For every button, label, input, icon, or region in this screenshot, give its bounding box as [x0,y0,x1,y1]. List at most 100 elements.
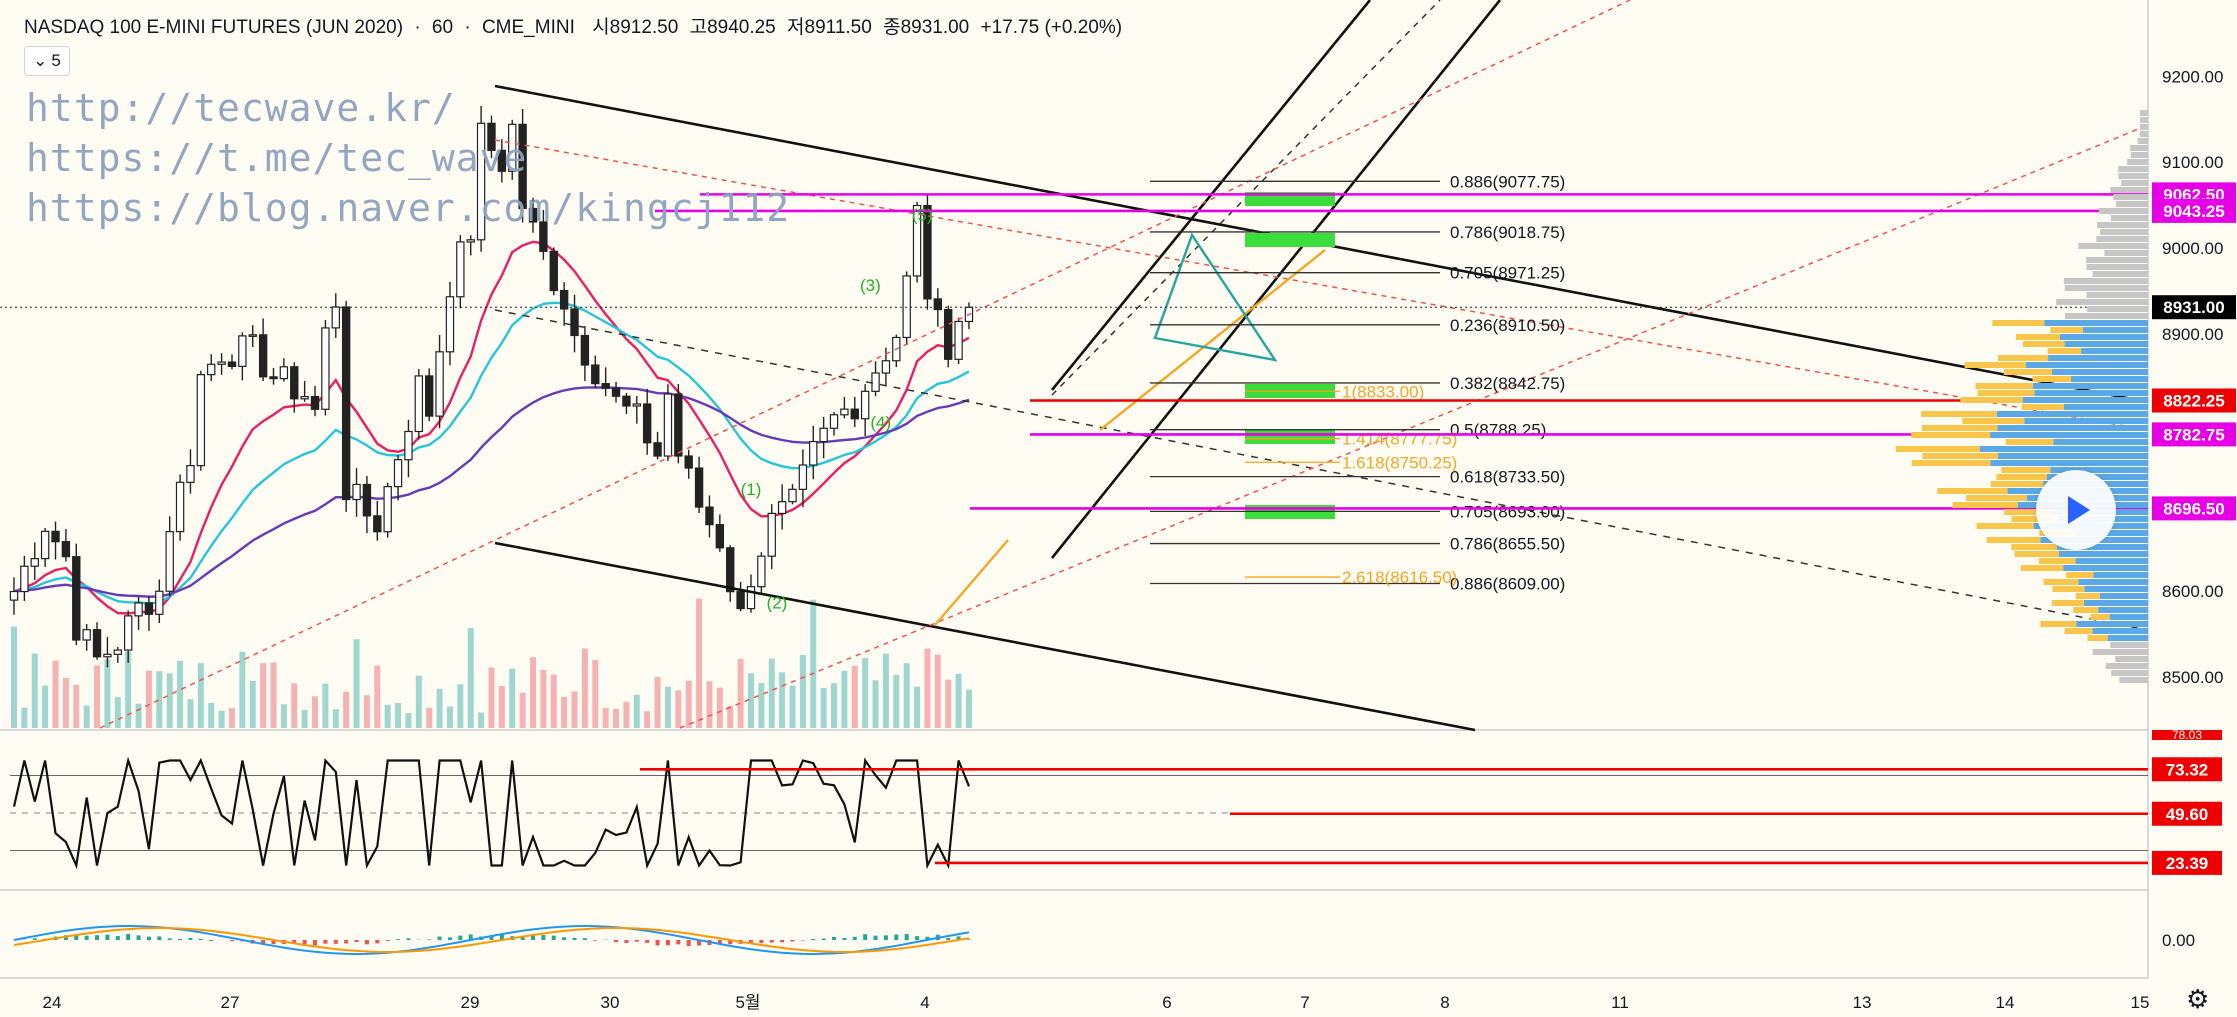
volume-bar [218,710,225,728]
volume-bar [135,703,142,728]
candle-body [476,122,486,241]
profile-bar [2064,341,2148,347]
macd-hist-bar [323,940,328,944]
play-icon[interactable] [2036,470,2116,550]
macd-hist-bar [375,940,380,944]
candle-body [881,360,891,374]
macd-hist-bar [541,935,546,940]
profile-bar [1964,362,2026,368]
candle-body [445,296,455,353]
profile-bar [2113,194,2148,200]
candle-body [217,361,226,365]
time-tick-label: 29 [461,993,480,1012]
profile-bar [2140,117,2148,123]
candle-body [258,334,268,378]
volume-bar [685,680,692,728]
macd-hist-bar [354,940,359,943]
header-separator: · [464,17,471,38]
volume-bar [831,683,838,728]
candle-body [591,364,600,385]
macd-hist-bar [842,938,847,940]
volume-bar [644,711,651,728]
profile-bar [2033,383,2148,389]
open-value: 시8912.50 [592,17,679,38]
rsi-level-label: 73.32 [2166,760,2209,779]
profile-bar [2014,551,2059,557]
profile-bar [2053,439,2148,445]
macd-hist-bar [811,938,816,940]
volume-bar [249,680,256,728]
macd-hist-bar [531,934,535,940]
volume-bar [602,708,609,728]
profile-bar [2109,614,2148,620]
profile-bar [2110,642,2148,648]
volume-bar [156,671,163,728]
volume-bar [509,668,516,728]
macd-hist-bar [115,936,120,940]
profile-bar [2087,306,2148,312]
last-price-tag [2152,295,2236,320]
profile-bar [2076,621,2148,627]
macd-hist-bar [572,937,577,940]
indicators-collapse-button[interactable]: ⌄ 5 [24,46,70,76]
gear-icon[interactable]: ⚙ [2186,984,2210,1014]
triangle-pattern [1153,232,1278,362]
volume-bar [934,654,941,728]
volume-bar [737,659,744,728]
candle-body [238,335,247,368]
price-tick-label: 9100.00 [2162,153,2223,172]
macd-hist-bar [883,935,888,940]
time-tick-label: 14 [1996,993,2015,1012]
profile-bar [2092,649,2148,655]
volume-bar [488,667,495,728]
volume-bar [550,674,557,728]
profile-bar [2063,565,2148,571]
fib-label: 0.705(8693.00) [1450,502,1565,521]
profile-bar [2100,229,2148,235]
macd-hist-bar [614,940,619,943]
volume-bar [104,659,111,728]
macd-hist-bar [593,940,598,941]
profile-bar [2001,467,2051,473]
macd-hist-bar [188,938,193,940]
candle-body [227,361,237,368]
symbol-name[interactable]: NASDAQ 100 E-MINI FUTURES (JUN 2020) [24,17,404,38]
volume-bar [747,673,754,728]
price-tick-label: 9000.00 [2162,239,2223,258]
profile-bar [2084,586,2148,592]
candle-body [61,541,71,558]
profile-bar [2082,327,2148,333]
macd-hist-bar [447,937,452,940]
candle-body [279,366,289,380]
candle-body [736,591,745,610]
volume-bar [633,694,640,728]
fib-label: 0.886(9077.75) [1450,172,1565,191]
volume-bar [478,712,485,728]
descending-trendline-lower [494,541,1476,732]
candle-body [580,334,590,366]
fib-label: 0.705(8971.25) [1450,264,1565,283]
volume-bar [363,695,370,728]
header-separator: · [414,17,421,38]
volume-bar [291,683,298,728]
profile-bar [2050,327,2083,333]
candle-body [840,408,849,416]
profile-bar [2005,439,2054,445]
profile-bar [2092,628,2148,634]
wave-label: (5) [912,206,933,225]
interval-label[interactable]: 60 [431,17,454,38]
macd-hist-bar [520,936,525,940]
time-tick-label: 24 [43,993,62,1012]
profile-bar [2086,264,2148,270]
profile-bar [1998,355,2049,361]
volume-bar [768,658,775,728]
profile-bar [1996,411,2148,417]
macd-hist-bar [894,934,899,940]
price-tick-label: 8900.00 [2162,325,2223,344]
target-zone [1245,430,1335,444]
price-tick-label: 8600.00 [2162,582,2223,601]
profile-bar [2064,628,2093,634]
profile-bar [2098,208,2148,214]
macd-hist-bar [551,935,556,940]
